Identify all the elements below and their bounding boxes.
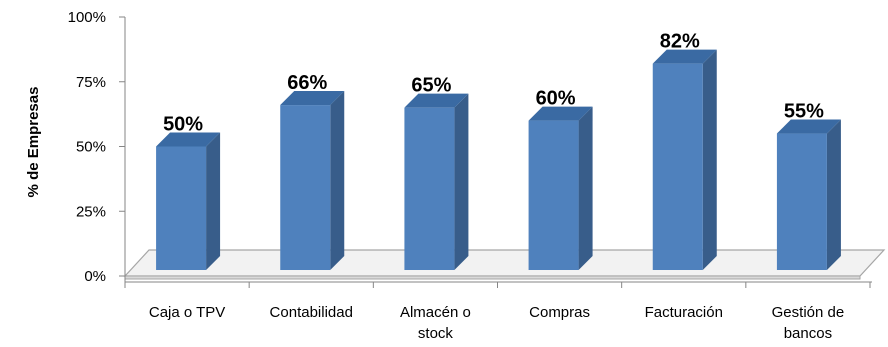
bar-front xyxy=(280,105,331,270)
bar-top xyxy=(776,119,841,134)
data-label: 82% xyxy=(660,31,700,53)
y-tick-label: 25% xyxy=(76,203,106,220)
bar-side xyxy=(206,132,221,270)
floor-top xyxy=(123,249,886,277)
y-tick-label: 50% xyxy=(76,139,106,156)
x-tick-label: Caja o TPV xyxy=(149,304,225,321)
bar-front xyxy=(404,107,455,271)
chart-floor xyxy=(123,249,886,280)
data-label: 65% xyxy=(411,75,451,97)
y-tick-label: 100% xyxy=(68,9,106,26)
bar-top xyxy=(404,93,469,108)
floor-front-edge xyxy=(124,275,861,280)
bar-front xyxy=(528,120,579,270)
x-tick-label: Compras xyxy=(529,304,590,321)
y-tick-label: 0% xyxy=(84,268,106,285)
bar-side xyxy=(826,119,841,270)
bar-top xyxy=(528,106,593,121)
y-axis-label: % de Empresas xyxy=(25,87,42,198)
y-tick-label: 75% xyxy=(76,74,106,91)
bar-front xyxy=(776,133,827,270)
x-tick-label: Almacén o stock xyxy=(400,304,471,342)
bar-top xyxy=(156,132,221,147)
bar xyxy=(156,132,221,270)
bar-top xyxy=(280,91,345,106)
bar-top xyxy=(652,49,717,64)
bar-side xyxy=(578,106,593,270)
data-label: 60% xyxy=(536,88,576,110)
bar-side xyxy=(330,91,345,270)
bar-side xyxy=(454,93,469,271)
bar xyxy=(776,119,841,270)
bar-side xyxy=(702,49,717,271)
x-tick-label: Contabilidad xyxy=(270,304,353,321)
bar xyxy=(652,49,717,271)
bar xyxy=(280,91,345,270)
bar-front xyxy=(156,146,207,270)
bars xyxy=(156,49,841,271)
data-label: 50% xyxy=(163,114,203,136)
bar-front xyxy=(652,63,703,271)
x-tick-label: Facturación xyxy=(645,304,723,321)
data-label: 66% xyxy=(287,72,327,94)
data-label: 55% xyxy=(784,101,824,123)
axes: 0% 25% 50% 75% 100% xyxy=(68,9,872,288)
x-tick-label: Gestión de bancos xyxy=(772,304,845,342)
labels: 50% Caja o TPV 66% Contabilidad 65% Almacén o… xyxy=(149,31,844,342)
bar xyxy=(404,93,469,271)
bar xyxy=(528,106,593,270)
